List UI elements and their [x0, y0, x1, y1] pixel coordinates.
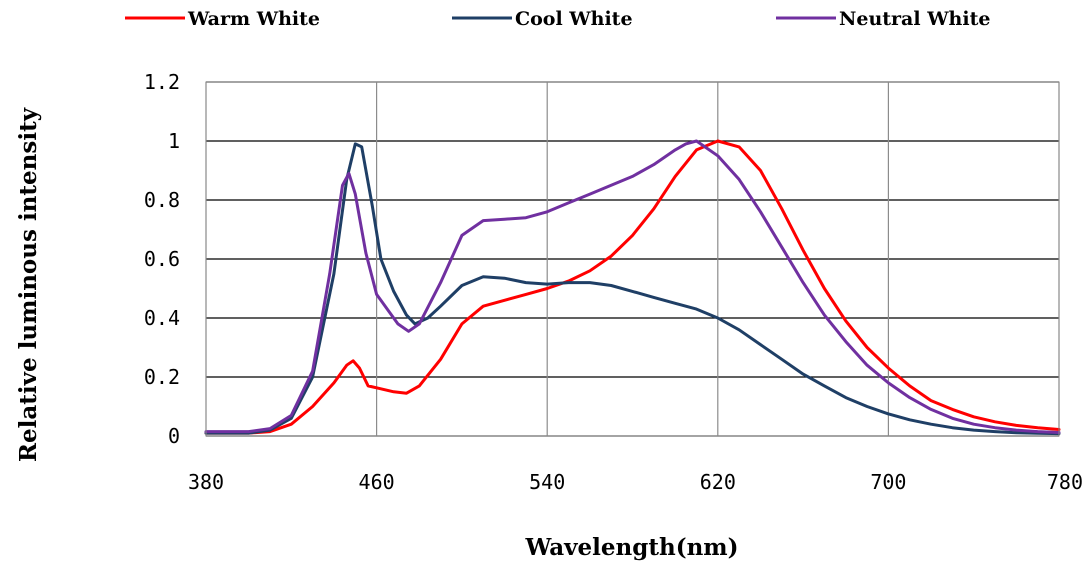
y-tick-label: 0: [168, 424, 180, 448]
x-axis-title: Wavelength(nm): [524, 534, 738, 561]
y-tick-label: 0.2: [144, 365, 180, 389]
legend-label: Neutral White: [839, 8, 990, 30]
series-lines: [204, 139, 1061, 436]
legend-label: Warm White: [187, 8, 320, 30]
x-tick-label: 460: [359, 470, 395, 494]
x-tick-label: 780: [1047, 470, 1083, 494]
x-tick-label: 620: [700, 470, 736, 494]
x-tick-label: 380: [188, 470, 224, 494]
y-tick-label: 1: [168, 129, 180, 153]
plot-frame: [205, 81, 1060, 437]
y-tick-labels: 0 0.2 0.4 0.6 0.8 1 1.2: [144, 70, 180, 448]
series-line: [204, 142, 1061, 436]
legend: Warm White Cool White Neutral White: [125, 8, 990, 30]
x-tick-label: 700: [870, 470, 906, 494]
x-tick-label: 540: [529, 470, 565, 494]
x-tick-labels: 380 460 540 620 700 780: [188, 470, 1083, 494]
legend-label: Cool White: [515, 8, 633, 30]
y-tick-label: 0.6: [144, 247, 180, 271]
series-line: [204, 139, 1061, 434]
y-tick-label: 0.4: [144, 306, 180, 330]
y-tick-label: 1.2: [144, 70, 180, 94]
y-axis-title: Relative luminous intensity: [15, 107, 42, 462]
series-line: [204, 139, 1061, 435]
y-tick-label: 0.8: [144, 188, 180, 212]
